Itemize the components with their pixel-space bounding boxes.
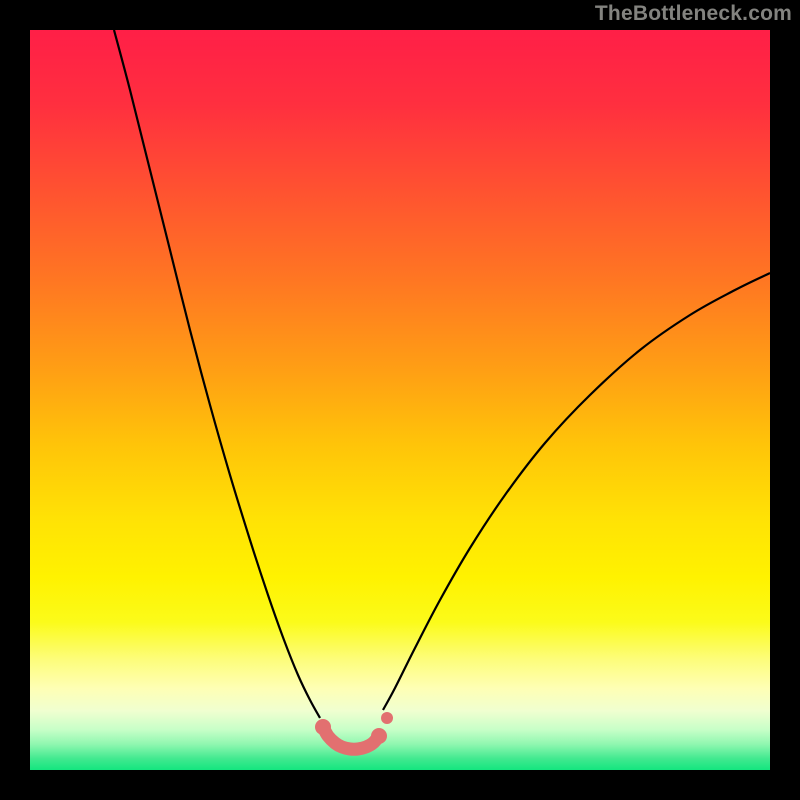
plot-area: [30, 30, 770, 770]
curve-layer: [30, 30, 770, 770]
watermark-text: TheBottleneck.com: [595, 2, 792, 26]
valley-end-dot: [315, 719, 331, 735]
valley-end-dot: [371, 728, 387, 744]
curve-right-branch: [383, 273, 770, 710]
marker-right-lone: [381, 712, 393, 724]
curve-left-branch: [114, 30, 320, 718]
valley-marker-band: [323, 727, 379, 749]
outer-frame: TheBottleneck.com: [0, 0, 800, 800]
